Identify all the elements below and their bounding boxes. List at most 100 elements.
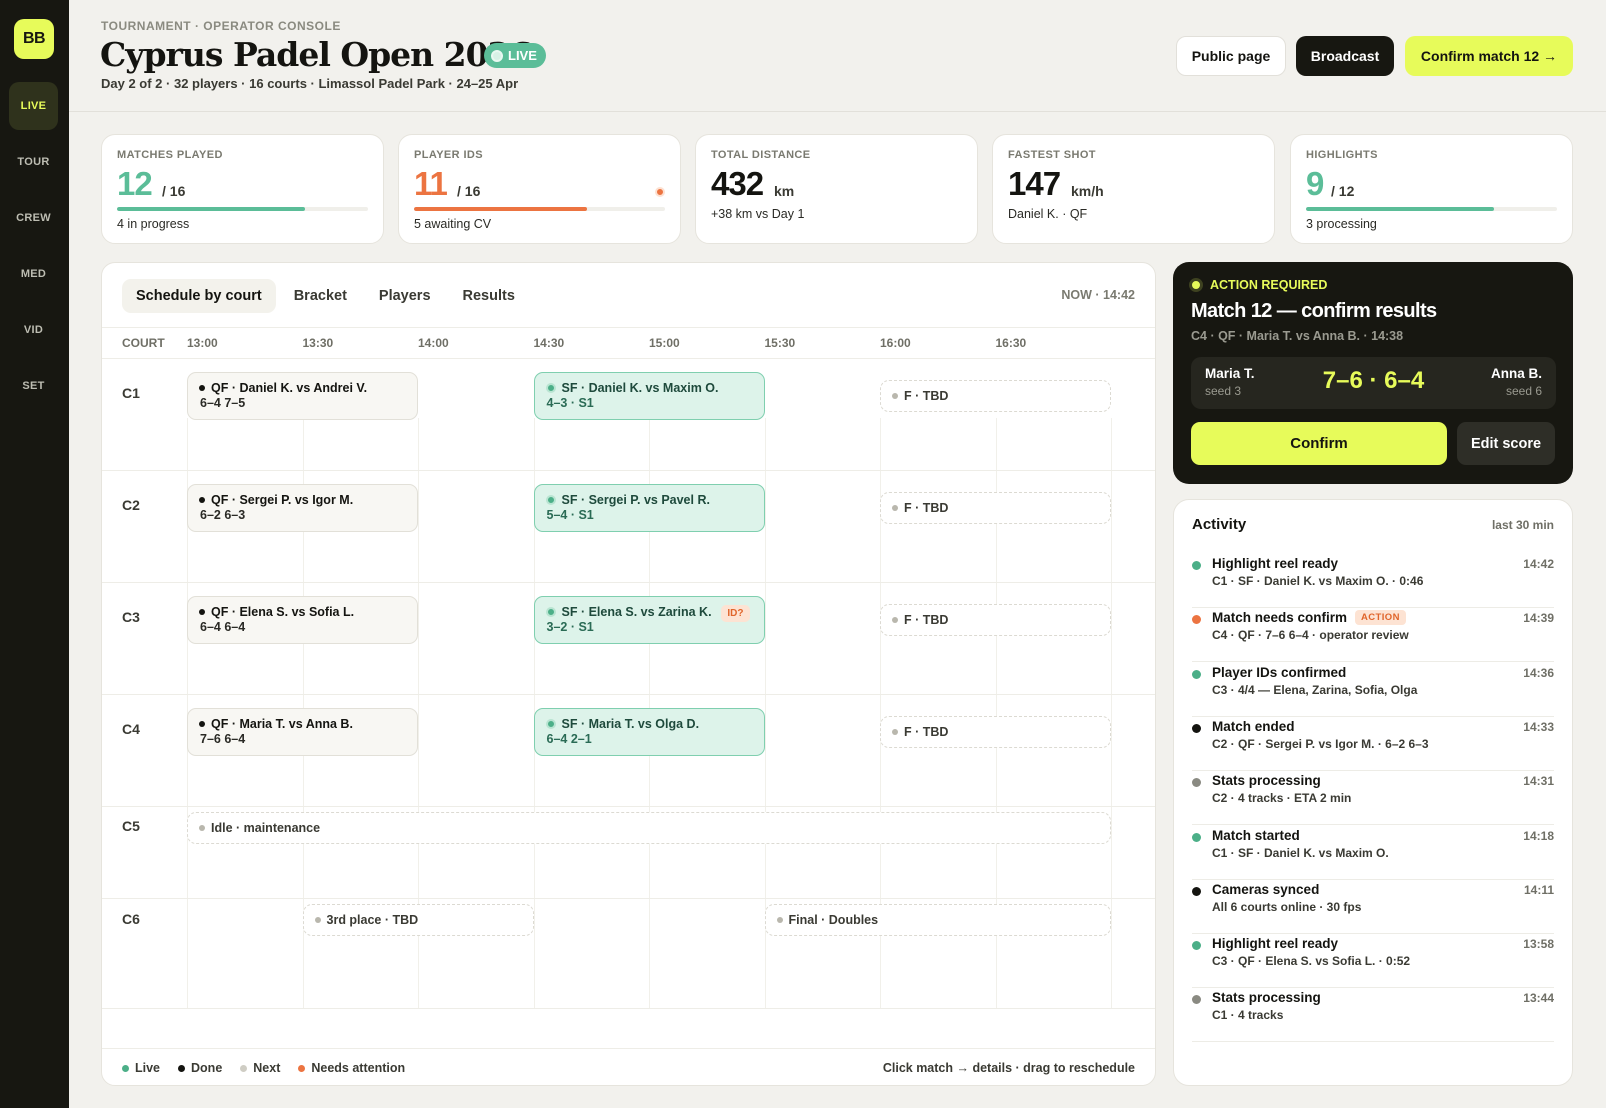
- match-title: F · TBD: [904, 389, 949, 403]
- activity-item-time: 13:58: [1523, 937, 1554, 952]
- status-dot-icon: [1192, 669, 1201, 679]
- nav-item-live[interactable]: LIVE: [9, 82, 58, 130]
- activity-item-title-row: Highlight reel ready: [1212, 556, 1338, 571]
- status-dot-icon: [199, 609, 205, 615]
- stat-label: PLAYER IDS: [414, 149, 484, 161]
- nav-item-set[interactable]: SET: [22, 380, 45, 392]
- match-block-done[interactable]: QF · Daniel K. vs Andrei V. 6–4 7–5: [187, 372, 418, 420]
- alert-dot-icon: [1189, 278, 1203, 292]
- confirm-match-button[interactable]: Confirm match 12 →: [1405, 36, 1573, 76]
- tab-results[interactable]: Results: [462, 288, 515, 304]
- stat-card-fastest-shot[interactable]: FASTEST SHOT 147 km/h Daniel K. · QF: [992, 134, 1275, 244]
- match-block-live[interactable]: SF · Elena S. vs Zarina K. 3–2 · S1 ID?: [533, 596, 765, 644]
- match-score: 6–4 7–5: [200, 396, 246, 410]
- player-id-badge[interactable]: ID?: [721, 605, 750, 622]
- status-dot-icon: [314, 917, 321, 923]
- activity-item[interactable]: Match ended C2 · QF · Sergei P. vs Igor M…: [1192, 716, 1554, 771]
- activity-item-detail: C4 · QF · 7–6 6–4 · operator review: [1212, 628, 1409, 643]
- tab-bracket[interactable]: Bracket: [293, 288, 347, 304]
- match-block-next[interactable]: F · TBD: [880, 604, 1111, 636]
- match-title: QF · Elena S. vs Sofia L.: [211, 605, 355, 619]
- activity-item[interactable]: Cameras synced All 6 courts online · 30 f…: [1192, 879, 1554, 934]
- activity-item[interactable]: Player IDs confirmed C3 · 4/4 — Elena, Za…: [1192, 662, 1554, 717]
- page-header: TOURNAMENT · OPERATOR CONSOLE Cyprus Pad…: [69, 0, 1606, 112]
- app-logo[interactable]: BB: [14, 19, 54, 59]
- activity-item-title-row: Match ended: [1212, 719, 1295, 734]
- match-block-done[interactable]: QF · Sergei P. vs Igor M. 6–2 6–3: [187, 484, 418, 532]
- live-badge: LIVE: [484, 43, 546, 68]
- status-dot-icon: [545, 495, 556, 505]
- action-badge: ACTION: [1355, 610, 1406, 626]
- match-block-done[interactable]: QF · Elena S. vs Sofia L. 6–4 6–4: [187, 596, 418, 644]
- legend-dot-icon: [178, 1064, 186, 1072]
- stat-card-highlights[interactable]: HIGHLIGHTS 9 / 12 3 processing: [1290, 134, 1573, 244]
- court-label: C4: [122, 721, 140, 737]
- nav-item-med[interactable]: MED: [20, 268, 47, 280]
- stat-card-distance[interactable]: TOTAL DISTANCE 432 km +38 km vs Day 1: [695, 134, 978, 244]
- status-dot-icon: [1192, 832, 1201, 842]
- match-title-row: Final · Doubles: [776, 913, 1099, 927]
- page-subtitle: Day 2 of 2 · 32 players · 16 courts · Li…: [101, 76, 519, 91]
- status-dot-icon: [892, 617, 898, 623]
- match-title: QF · Sergei P. vs Igor M.: [211, 493, 354, 507]
- match-block-next[interactable]: Final · Doubles: [764, 904, 1111, 936]
- match-title: F · TBD: [904, 613, 949, 627]
- status-dot-icon: [199, 497, 205, 503]
- match-block-done[interactable]: QF · Maria T. vs Anna B. 7–6 6–4: [187, 708, 418, 756]
- activity-item[interactable]: Match started C1 · SF · Daniel K. vs Maxi…: [1192, 825, 1554, 880]
- court-idle-block[interactable]: Idle · maintenance: [187, 812, 1111, 844]
- activity-item-time: 14:11: [1523, 882, 1554, 897]
- activity-item-title-row: Match started: [1212, 828, 1300, 843]
- grid-line: [995, 418, 997, 1008]
- edit-score-button[interactable]: Edit score: [1457, 422, 1555, 465]
- row-divider: [102, 694, 1155, 695]
- match-score: 7–6 · 6–4: [1322, 367, 1425, 394]
- confirm-button[interactable]: Confirm: [1191, 422, 1447, 465]
- match-title: Final · Doubles: [788, 913, 879, 927]
- stat-unit: / 16: [457, 183, 481, 199]
- activity-item-time: 14:42: [1523, 557, 1554, 571]
- activity-item-title-row: Highlight reel ready: [1212, 936, 1338, 951]
- nav-item-tour[interactable]: TOUR: [17, 156, 50, 168]
- tab-schedule-by-court[interactable]: Schedule by court: [122, 279, 276, 313]
- match-block-live[interactable]: SF · Daniel K. vs Maxim O. 4–3 · S1: [533, 372, 765, 420]
- action-title: Match 12 — confirm results: [1191, 300, 1437, 322]
- match-block-next[interactable]: F · TBD: [880, 380, 1111, 412]
- activity-item[interactable]: Stats processing C2 · 4 tracks · ETA 2 mi…: [1192, 770, 1554, 826]
- public-page-button[interactable]: Public page: [1176, 36, 1286, 76]
- activity-item-detail: C1 · SF · Daniel K. vs Maxim O. · 0:46: [1212, 574, 1424, 588]
- match-score: 4–3 · S1: [546, 396, 594, 410]
- match-block-live[interactable]: SF · Maria T. vs Olga D. 6–4 2–1: [533, 708, 765, 756]
- activity-item[interactable]: Stats processing C1 · 4 tracks 13:44: [1192, 987, 1554, 1043]
- page-eyebrow: TOURNAMENT · OPERATOR CONSOLE: [101, 19, 341, 33]
- match-block-next[interactable]: F · TBD: [880, 716, 1111, 748]
- stat-card-matches[interactable]: MATCHES PLAYED 12 / 16 4 in progress: [101, 134, 384, 244]
- stat-card-player-ids[interactable]: PLAYER IDS 11 / 16 5 awaiting CV: [398, 134, 681, 244]
- activity-item[interactable]: Highlight reel ready C3 · QF · Elena S. v…: [1192, 933, 1554, 989]
- schedule-hint: Click match → details · drag to reschedu…: [882, 1061, 1135, 1075]
- match-block-live[interactable]: SF · Sergei P. vs Pavel R. 5–4 · S1: [533, 484, 765, 532]
- match-block-next[interactable]: 3rd place · TBD: [302, 904, 534, 936]
- broadcast-button[interactable]: Broadcast: [1296, 36, 1394, 76]
- activity-item[interactable]: Match needs confirm ACTION C4 · QF · 7–6 6…: [1192, 607, 1554, 663]
- tab-players[interactable]: Players: [378, 288, 431, 304]
- nav-item-crew[interactable]: CREW: [16, 212, 51, 224]
- match-title-row: QF · Sergei P. vs Igor M.: [199, 493, 405, 507]
- stat-value: 11: [414, 165, 448, 202]
- row-divider: [102, 582, 1155, 583]
- activity-item-title: Cameras synced: [1212, 881, 1320, 897]
- court-label: C5: [122, 818, 140, 834]
- stat-value: 147: [1008, 165, 1061, 202]
- activity-item[interactable]: Highlight reel ready C1 · SF · Daniel K. …: [1192, 553, 1554, 608]
- time-label: 14:30: [533, 336, 565, 350]
- match-title-row: F · TBD: [892, 501, 1098, 515]
- activity-item-time: 14:31: [1523, 774, 1554, 789]
- progress-bar: [117, 207, 368, 211]
- activity-item-title: Highlight reel ready: [1212, 556, 1339, 571]
- live-badge-label: LIVE: [508, 48, 537, 63]
- nav-item-vid[interactable]: VID: [23, 324, 44, 336]
- match-block-next[interactable]: F · TBD: [880, 492, 1111, 524]
- match-score: 7–6 6–4: [200, 732, 246, 746]
- legend-item: Live: [122, 1061, 160, 1075]
- activity-range[interactable]: last 30 min: [1491, 518, 1554, 532]
